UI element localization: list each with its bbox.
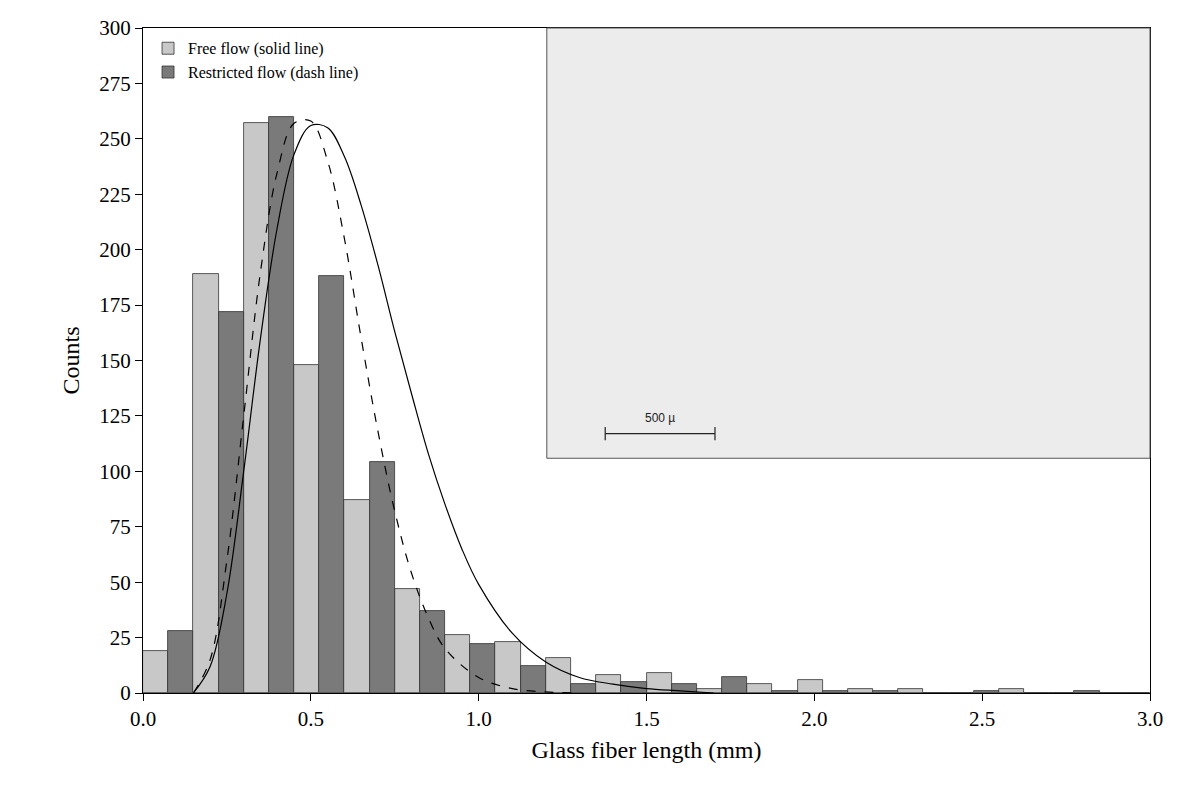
svg-text:Free flow (solid line): Free flow (solid line) [188, 40, 324, 58]
svg-text:2.0: 2.0 [801, 707, 827, 731]
svg-text:300: 300 [99, 16, 131, 40]
svg-text:25: 25 [110, 626, 131, 650]
svg-text:500 µ: 500 µ [645, 411, 675, 425]
svg-text:Restricted flow (dash line): Restricted flow (dash line) [188, 64, 358, 82]
svg-text:200: 200 [99, 238, 131, 262]
svg-text:Glass fiber length (mm): Glass fiber length (mm) [532, 737, 762, 763]
svg-text:100: 100 [99, 460, 131, 484]
svg-text:Counts: Counts [58, 326, 84, 394]
svg-text:150: 150 [99, 349, 131, 373]
svg-text:75: 75 [110, 515, 131, 539]
svg-text:3.0: 3.0 [1137, 707, 1163, 731]
svg-text:250: 250 [99, 127, 131, 151]
svg-text:50: 50 [110, 571, 131, 595]
svg-text:175: 175 [99, 293, 131, 317]
svg-text:0.5: 0.5 [298, 707, 324, 731]
svg-text:0: 0 [120, 681, 131, 705]
svg-text:275: 275 [99, 72, 131, 96]
svg-text:225: 225 [99, 183, 131, 207]
svg-text:2.5: 2.5 [969, 707, 995, 731]
svg-text:0.0: 0.0 [130, 707, 156, 731]
svg-text:1.5: 1.5 [633, 707, 659, 731]
svg-text:125: 125 [99, 404, 131, 428]
svg-text:1.0: 1.0 [466, 707, 492, 731]
